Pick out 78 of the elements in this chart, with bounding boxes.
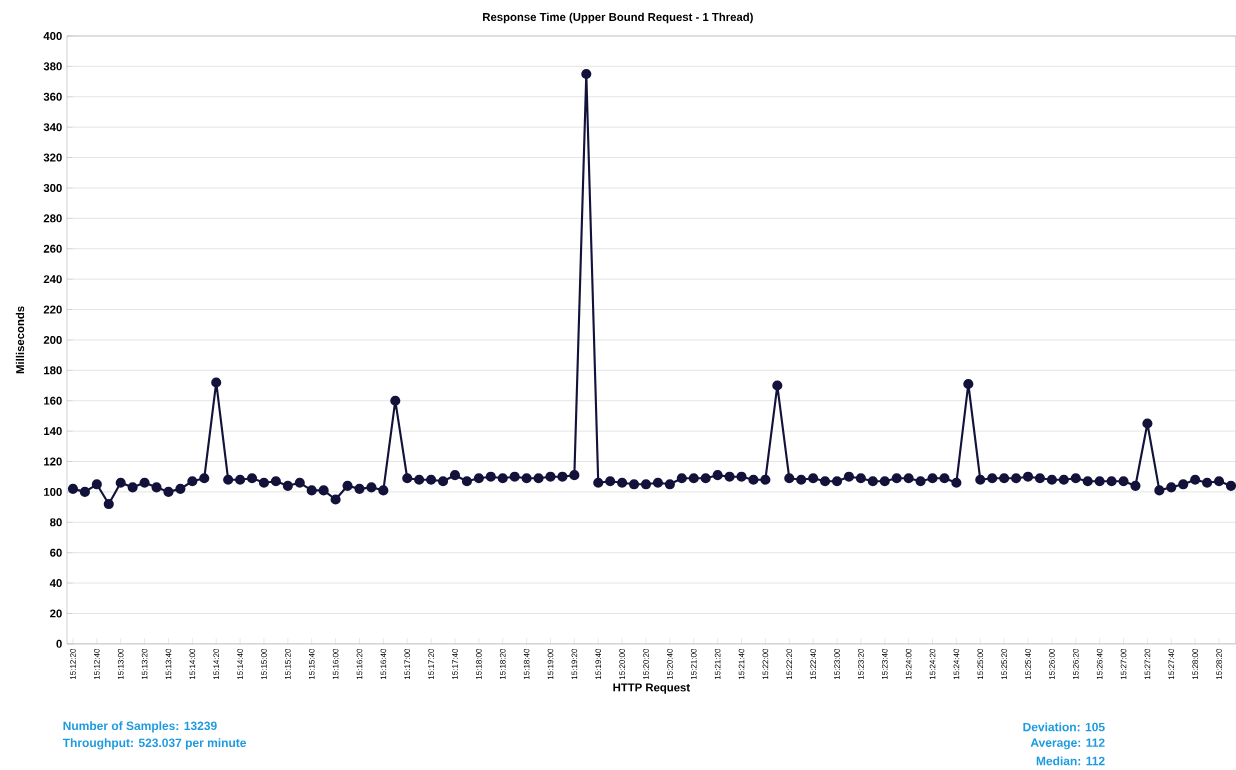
- x-tick-label: 15:20:40: [667, 649, 673, 680]
- y-axis-title: Milliseconds: [15, 306, 25, 374]
- y-tick-label: 120: [44, 457, 62, 466]
- y-tick-label: 60: [50, 548, 62, 557]
- y-tick-label: 320: [43, 153, 62, 162]
- y-tick-label: 280: [43, 214, 62, 223]
- x-tick-label: 15:14:00: [189, 649, 196, 680]
- y-tick-label: 200: [43, 336, 62, 345]
- x-tick-label: 15:22:20: [786, 649, 793, 680]
- x-tick-label: 15:17:40: [452, 649, 458, 680]
- x-axis-title: HTTP Request: [613, 683, 690, 694]
- x-tick-label: 15:12:20: [70, 649, 76, 680]
- y-tick-label: 40: [49, 579, 62, 588]
- x-tick-label: 15:27:40: [1168, 649, 1175, 680]
- x-tick-label: 15:20:20: [643, 649, 649, 680]
- y-tick-label: 260: [43, 244, 62, 253]
- x-tick-label: 15:25:20: [1001, 649, 1007, 680]
- x-tick-label: 15:26:40: [1096, 649, 1103, 680]
- x-tick-label: 15:14:40: [237, 649, 243, 680]
- x-tick-label: 15:15:00: [261, 649, 267, 680]
- y-tick-label: 240: [43, 275, 62, 284]
- x-tick-label: 15:28:20: [1216, 649, 1222, 680]
- y-tick-label: 360: [43, 92, 62, 101]
- x-tick-label: 15:16:20: [356, 649, 363, 680]
- x-tick-label: 15:22:00: [762, 649, 769, 680]
- x-tick-label: 15:23:20: [858, 649, 864, 680]
- y-tick-label: 380: [43, 62, 62, 71]
- y-tick-label: 400: [43, 32, 62, 41]
- x-tick-label: 15:27:00: [1120, 649, 1127, 680]
- x-tick-label: 15:27:20: [1144, 649, 1151, 680]
- x-tick-label: 15:24:40: [953, 649, 960, 680]
- x-tick-label: 15:28:00: [1192, 649, 1198, 680]
- x-tick-label: 15:19:00: [547, 649, 554, 680]
- y-tick-label: 180: [44, 366, 62, 375]
- y-tick-label: 140: [44, 427, 62, 436]
- text: Deviation: 105: [1023, 722, 1105, 732]
- x-tick-label: 15:23:00: [834, 649, 840, 680]
- x-tick-label: 15:25:40: [1025, 649, 1031, 680]
- x-tick-label: 15:23:40: [881, 649, 888, 680]
- y-tick-label: 0: [56, 640, 62, 649]
- x-tick-label: 15:25:00: [977, 649, 984, 680]
- x-tick-label: 15:26:00: [1049, 649, 1055, 680]
- x-tick-label: 15:22:40: [810, 649, 816, 680]
- x-tick-label: 15:16:00: [332, 649, 339, 680]
- x-tick-label: 15:21:20: [714, 649, 721, 680]
- x-tick-label: 15:21:00: [690, 649, 697, 680]
- x-tick-label: 15:24:00: [905, 649, 912, 680]
- x-tick-label: 15:21:40: [738, 649, 745, 680]
- x-tick-label: 15:12:40: [94, 649, 100, 680]
- text: Number of Samples: 13239: [63, 721, 217, 733]
- x-tick-label: 15:13:00: [117, 649, 124, 680]
- x-tick-label: 15:13:20: [141, 649, 148, 680]
- x-tick-label: 15:20:00: [619, 649, 625, 680]
- text: Average: 112: [1030, 738, 1105, 750]
- y-tick-label: 160: [44, 396, 62, 405]
- text: Median: 112: [1036, 756, 1105, 766]
- x-tick-label: 15:26:20: [1072, 649, 1079, 680]
- x-tick-label: 15:16:40: [380, 649, 387, 680]
- x-tick-label: 15:17:20: [428, 649, 434, 680]
- x-tick-label: 15:24:20: [929, 649, 936, 680]
- y-tick-label: 20: [50, 609, 62, 618]
- x-tick-label: 15:19:40: [595, 649, 602, 680]
- y-tick-label: 340: [43, 123, 62, 132]
- y-tick-label: 300: [43, 184, 62, 193]
- y-tick-label: 100: [44, 488, 62, 497]
- x-tick-label: 15:18:20: [499, 649, 506, 680]
- text: Throughput: 523.037 per minute: [62, 738, 247, 750]
- x-tick-label: 15:19:20: [571, 649, 578, 680]
- x-tick-label: 15:17:00: [404, 649, 411, 680]
- x-tick-label: 15:18:40: [523, 649, 530, 680]
- x-tick-label: 15:13:40: [165, 649, 172, 680]
- y-tick-label: 80: [50, 518, 62, 527]
- x-tick-label: 15:18:00: [476, 649, 482, 680]
- chart-title: Response Time (Upper Bound Request - 1 Thread): [483, 12, 753, 24]
- y-tick-label: 220: [43, 305, 62, 314]
- x-tick-label: 15:15:40: [308, 649, 315, 680]
- x-tick-label: 15:14:20: [213, 649, 220, 680]
- x-tick-label: 15:15:20: [285, 649, 291, 680]
